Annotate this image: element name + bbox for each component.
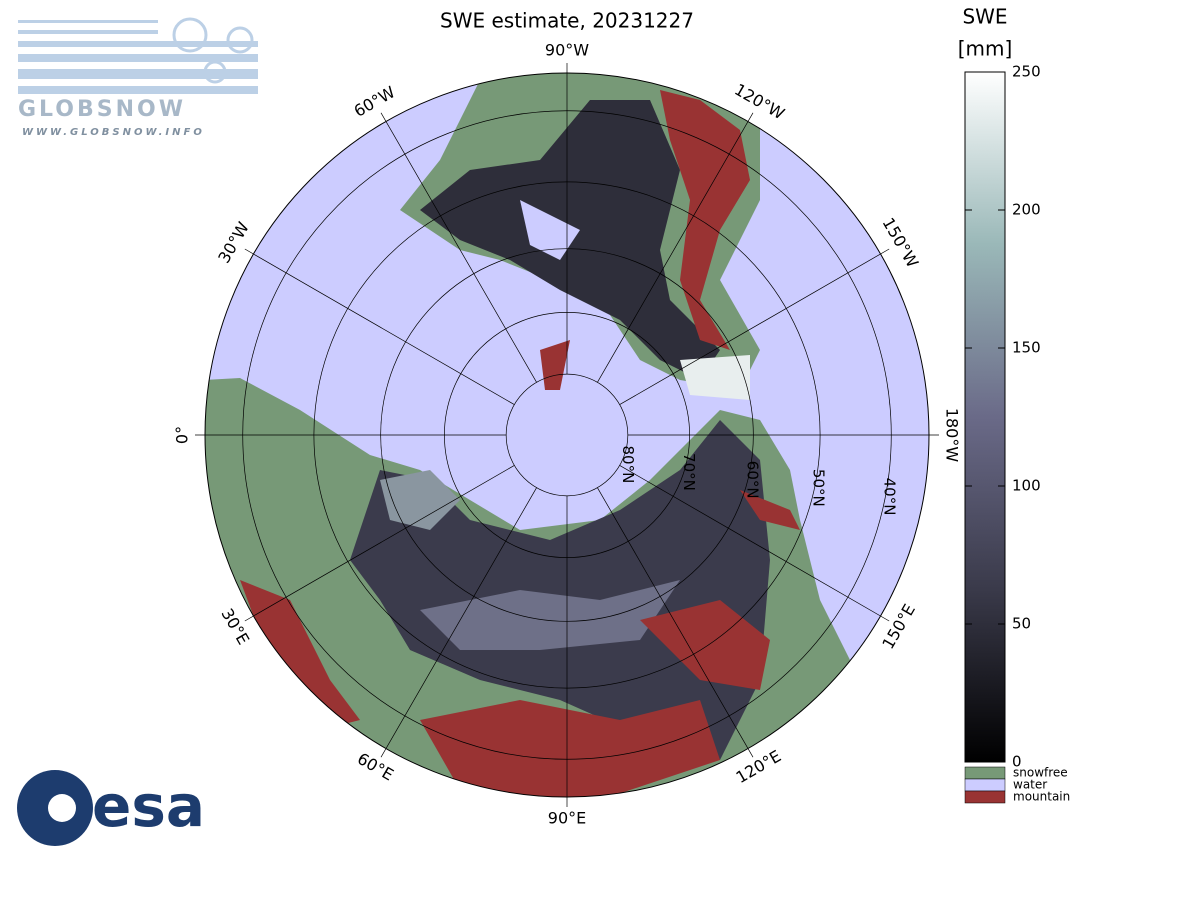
longitude-label: 30°W (214, 218, 253, 266)
legend-label: water (1013, 778, 1047, 792)
snow-deep (380, 470, 460, 530)
graticule (195, 63, 939, 807)
longitude-label: 60°E (354, 749, 397, 785)
meridian (597, 112, 754, 383)
mountain (420, 700, 720, 797)
colorbar-title: SWE (962, 5, 1007, 29)
latitude-label: 80°N (619, 446, 637, 484)
colorbar-tick-label: 50 (1012, 615, 1031, 633)
colorbar-tick-label: 0 (1012, 753, 1022, 771)
colorbar-tick-label: 100 (1012, 477, 1041, 495)
map (205, 73, 929, 797)
map-border (204, 72, 930, 798)
latitude-label: 40°N (880, 478, 898, 516)
latitude-label: 60°N (743, 461, 761, 499)
legend-label: mountain (1013, 790, 1070, 804)
latitude-label: 70°N (680, 453, 698, 491)
mountain (660, 90, 750, 350)
title: SWE estimate, 20231227 (440, 9, 694, 33)
latitude-label: 50°N (810, 469, 828, 507)
snow-deep (420, 580, 680, 650)
logo-url: WWW.GLOBSNOW.INFO (22, 127, 205, 138)
legend-label: snowfree (1013, 766, 1068, 780)
esa-logo: esa (17, 770, 205, 846)
colorbar-tick-label: 250 (1012, 63, 1041, 81)
meridian (597, 487, 754, 758)
meridian (244, 465, 515, 622)
colorbar-unit: [mm] (958, 37, 1013, 61)
mountain (240, 580, 360, 730)
hudson-bay (520, 200, 580, 260)
longitude-label: 90°E (548, 809, 586, 828)
meridian (380, 112, 537, 383)
colorbar (964, 71, 1006, 763)
legend-swatch (964, 766, 1006, 780)
longitude-label: 0° (173, 426, 192, 444)
mountain (740, 490, 800, 530)
meridian (244, 248, 515, 405)
legend-swatch (964, 790, 1006, 804)
longitude-label: 180°W (943, 408, 962, 463)
snow-deep (680, 355, 750, 400)
colorbar-tick-label: 150 (1012, 339, 1041, 357)
logo-name: GLOBSNOW (18, 97, 186, 122)
longitude-label: 30°E (217, 605, 253, 648)
meridian (619, 248, 890, 405)
meridian (619, 465, 890, 622)
globsnow-logo: GLOBSNOW WWW.GLOBSNOW.INFO (18, 17, 258, 138)
meridian (380, 487, 537, 758)
colorbar-tick-label: 200 (1012, 201, 1041, 219)
legend-swatch (964, 778, 1006, 792)
logo-esa: esa (92, 772, 205, 840)
longitude-label: 60°W (351, 82, 399, 121)
longitude-label: 90°W (545, 41, 589, 60)
